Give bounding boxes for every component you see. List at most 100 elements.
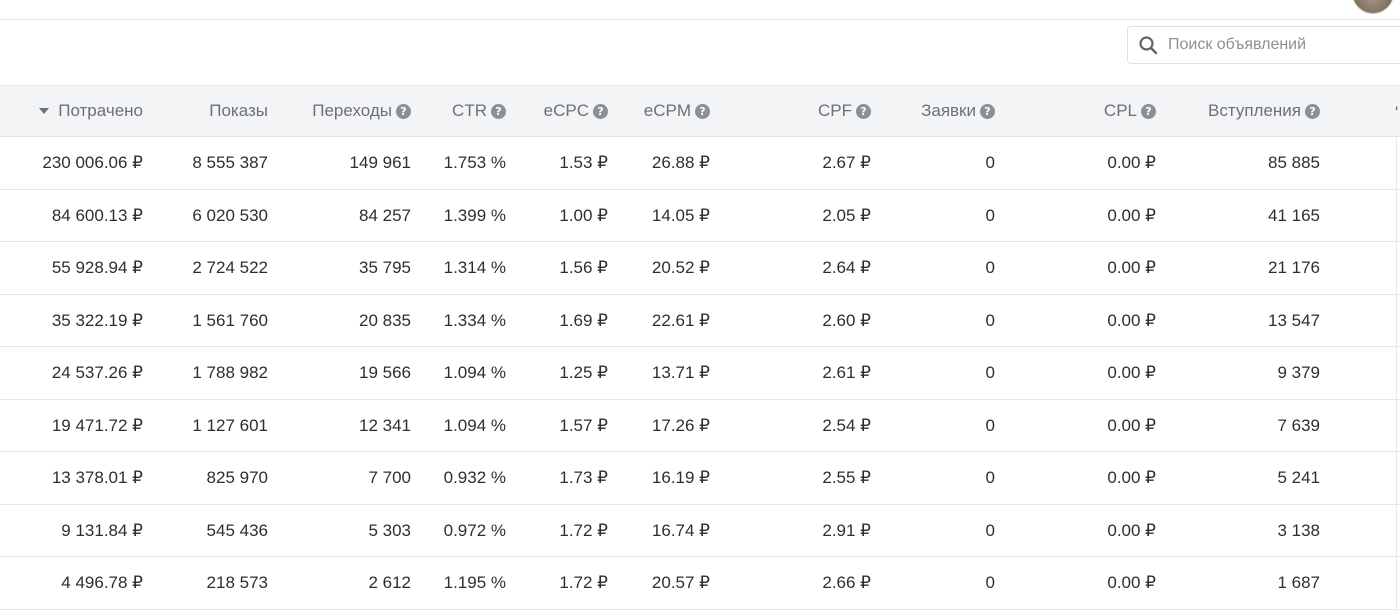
cell-leads: 0 <box>985 205 995 225</box>
cell-spent: 55 928.94 ₽ <box>51 258 143 277</box>
cell-clicks: 20 835 <box>359 310 411 330</box>
cell-cpl: 0.00 ₽ <box>1107 205 1156 225</box>
cell-ecpm: 13.71 ₽ <box>651 363 710 382</box>
ads-search-box[interactable] <box>1127 26 1400 64</box>
help-icon[interactable]: ? <box>1305 103 1320 119</box>
cell-ecpc: 1.25 ₽ <box>559 363 608 382</box>
cell-impressions: 6 020 530 <box>192 205 268 225</box>
cell-cpf: 2.05 ₽ <box>822 205 871 225</box>
cell-impressions: 825 970 <box>206 468 268 487</box>
help-icon[interactable]: ? <box>491 103 506 119</box>
cell-impressions: 1 561 760 <box>192 310 268 330</box>
user-avatar[interactable] <box>1352 0 1394 14</box>
cell-ecpm: 16.19 ₽ <box>651 468 710 487</box>
cell-ecpc: 1.57 ₽ <box>559 415 608 435</box>
column-header-leads[interactable]: Заявки? <box>815 86 995 136</box>
cell-cpl: 0.00 ₽ <box>1107 310 1156 330</box>
cell-joins: 1 687 <box>1277 573 1320 592</box>
cell-cpf: 2.64 ₽ <box>822 258 871 277</box>
ads-stats-table-body: 230 006.06 ₽ 8 555 387 149 961 1.753 % 1.53 … <box>0 137 1400 610</box>
cell-spent: 9 131.84 ₽ <box>61 520 143 540</box>
cell-leads: 0 <box>985 310 995 330</box>
column-header-clicks[interactable]: Переходы? <box>231 86 411 136</box>
table-row[interactable]: 19 471.72 ₽ 1 127 601 12 341 1.094 % 1.57 ₽ 1… <box>0 400 1400 452</box>
cell-leads: 0 <box>985 415 995 435</box>
cell-ecpm: 20.52 ₽ <box>651 258 710 277</box>
table-row[interactable]: 4 496.78 ₽ 218 573 2 612 1.195 % 1.72 ₽ 20.57… <box>0 557 1400 610</box>
cell-joins: 5 241 <box>1277 468 1320 487</box>
cell-clicks: 84 257 <box>359 205 411 225</box>
cell-joins: 3 138 <box>1277 520 1320 540</box>
cell-clicks: 5 303 <box>368 520 411 540</box>
cell-cpf: 2.61 ₽ <box>822 363 871 382</box>
cell-cpf: 2.91 ₽ <box>822 520 871 540</box>
column-header-joins[interactable]: Вступления? <box>1140 86 1320 136</box>
cell-ctr: 0.972 % <box>443 520 506 540</box>
cell-ecpc: 1.56 ₽ <box>559 258 608 277</box>
cell-cpf: 2.67 ₽ <box>822 153 871 172</box>
cell-leads: 0 <box>985 573 995 592</box>
cell-joins: 41 165 <box>1268 205 1320 225</box>
cell-cpl: 0.00 ₽ <box>1107 520 1156 540</box>
cell-impressions: 8 555 387 <box>192 153 268 172</box>
table-row[interactable]: 84 600.13 ₽ 6 020 530 84 257 1.399 % 1.00 ₽ 1… <box>0 190 1400 242</box>
cell-clicks: 7 700 <box>368 468 411 487</box>
cell-impressions: 1 127 601 <box>192 415 268 435</box>
cell-ecpm: 20.57 ₽ <box>651 573 710 592</box>
help-icon[interactable]: ? <box>980 103 995 119</box>
help-icon[interactable]: ? <box>856 103 871 119</box>
cell-impressions: 218 573 <box>206 573 268 592</box>
cell-cpf: 2.60 ₽ <box>822 310 871 330</box>
cell-clicks: 19 566 <box>359 363 411 382</box>
table-row[interactable]: 9 131.84 ₽ 545 436 5 303 0.972 % 1.72 ₽ 16.74… <box>0 505 1400 557</box>
cell-ctr: 1.094 % <box>443 363 506 382</box>
help-icon[interactable]: ? <box>593 103 608 119</box>
cell-spent: 230 006.06 ₽ <box>42 153 143 172</box>
cell-joins: 21 176 <box>1268 258 1320 277</box>
table-row[interactable]: 24 537.26 ₽ 1 788 982 19 566 1.094 % 1.25 ₽ 1… <box>0 347 1400 400</box>
column-header-label: eCPM <box>643 101 691 120</box>
cell-ecpm: 22.61 ₽ <box>651 310 710 330</box>
cell-joins: 9 379 <box>1277 363 1320 382</box>
cell-cpl: 0.00 ₽ <box>1107 415 1156 435</box>
cell-spent: 19 471.72 ₽ <box>51 415 143 435</box>
cell-ctr: 1.753 % <box>443 153 506 172</box>
cell-clicks: 149 961 <box>349 153 411 172</box>
cell-ecpm: 17.26 ₽ <box>651 415 710 435</box>
column-header-impressions[interactable]: Показы <box>88 86 268 136</box>
cell-ecpc: 1.53 ₽ <box>559 153 608 172</box>
cell-clicks: 2 612 <box>368 573 411 592</box>
column-header-ecpc[interactable]: eCPC? <box>428 86 608 136</box>
help-icon[interactable]: ? <box>1141 103 1156 119</box>
help-icon[interactable]: ? <box>396 103 411 119</box>
column-header-spent[interactable]: Потрачено <box>0 86 143 136</box>
column-header-label: Показы <box>209 101 268 120</box>
column-header-label: Переходы <box>312 101 392 120</box>
table-row[interactable]: 55 928.94 ₽ 2 724 522 35 795 1.314 % 1.56 ₽ 2… <box>0 242 1400 295</box>
cell-ecpc: 1.69 ₽ <box>559 310 608 330</box>
ads-search-input[interactable] <box>1168 35 1398 55</box>
cell-spent: 13 378.01 ₽ <box>51 468 143 487</box>
column-header-ecpm[interactable]: eCPM? <box>530 86 710 136</box>
cell-leads: 0 <box>985 363 995 382</box>
column-header-cpf[interactable]: CPF? <box>691 86 871 136</box>
table-right-border <box>1396 137 1397 613</box>
cell-cpf: 2.66 ₽ <box>822 573 871 592</box>
cell-joins: 7 639 <box>1277 415 1320 435</box>
column-header-ctr[interactable]: CTR? <box>326 86 506 136</box>
column-header-label: eCPC <box>543 101 589 120</box>
column-header-cpl[interactable]: CPL? <box>976 86 1156 136</box>
table-row[interactable]: 35 322.19 ₽ 1 561 760 20 835 1.334 % 1.69 ₽ 2… <box>0 295 1400 347</box>
cell-cpf: 2.54 ₽ <box>822 415 871 435</box>
cell-ctr: 1.399 % <box>443 205 506 225</box>
cell-impressions: 545 436 <box>206 520 268 540</box>
cell-leads: 0 <box>985 153 995 172</box>
cell-spent: 84 600.13 ₽ <box>51 205 143 225</box>
cell-ctr: 1.094 % <box>443 415 506 435</box>
help-icon[interactable]: ? <box>695 103 710 119</box>
table-row[interactable]: 230 006.06 ₽ 8 555 387 149 961 1.753 % 1.53 … <box>0 137 1400 190</box>
table-row[interactable]: 13 378.01 ₽ 825 970 7 700 0.932 % 1.73 ₽ 16.1… <box>0 452 1400 505</box>
column-header-label: Заявки <box>921 101 976 120</box>
cell-ctr: 0.932 % <box>443 468 506 487</box>
